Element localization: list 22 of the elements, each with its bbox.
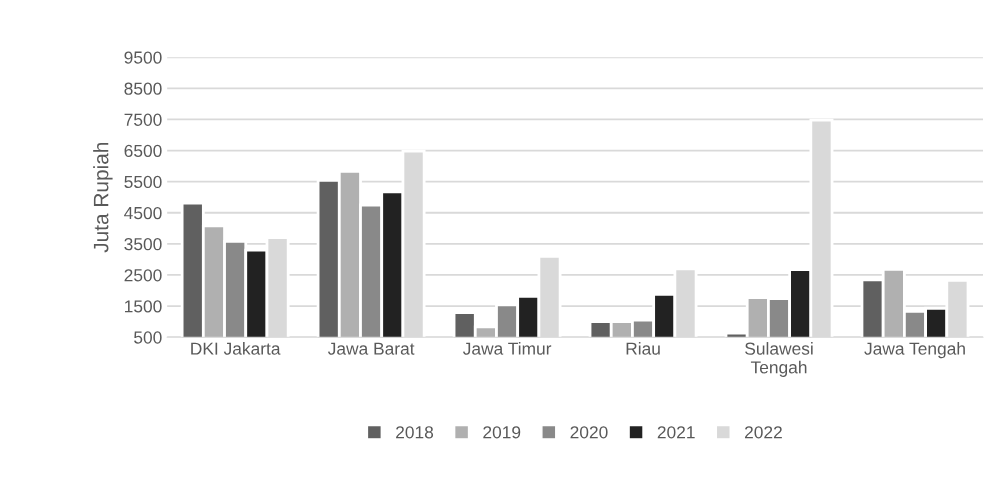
x-tick-label: Riau (626, 342, 660, 355)
x-tick-label: Jawa Barat (327, 342, 415, 355)
x-tick-label: Jawa Timur (462, 342, 552, 355)
y-tick-label: 2500 (124, 269, 162, 282)
legend-label: 2020 (570, 426, 608, 439)
x-tick-label: Jawa Tengah (864, 342, 965, 359)
legend-label: 2021 (657, 426, 695, 439)
y-tick-label: 500 (134, 331, 162, 344)
y-tick-label: 8500 (124, 82, 162, 95)
y-axis-title: Juta Rupiah (93, 142, 113, 253)
y-tick-label: 1500 (125, 300, 162, 313)
y-tick-label: 4500 (124, 206, 162, 220)
y-tick-label: 9500 (124, 51, 162, 64)
y-tick-label: 3500 (124, 238, 162, 251)
legend-label: 2019 (483, 426, 521, 439)
y-tick-label: 6500 (124, 144, 162, 158)
y-tick-label: 7500 (124, 113, 162, 126)
legend-label: 2018 (396, 426, 434, 439)
x-tick-label: Sulawesi Tengah (745, 342, 813, 377)
legend-label: 2022 (744, 426, 782, 439)
x-tick-label: DKI Jakarta (191, 342, 281, 355)
y-tick-label: 5500 (124, 175, 162, 189)
